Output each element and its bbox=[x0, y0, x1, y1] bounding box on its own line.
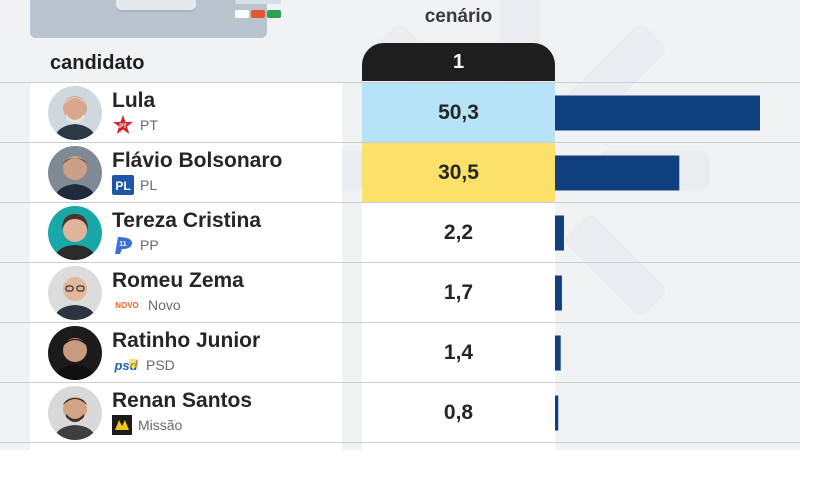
value-cell: 0,8 bbox=[362, 383, 555, 442]
table-row-partial bbox=[0, 442, 800, 450]
candidate-name: Romeu Zema bbox=[112, 269, 244, 292]
party-info: psd PSD bbox=[112, 355, 175, 375]
svg-text:NOVO: NOVO bbox=[115, 301, 139, 310]
ballot-box-illustration bbox=[30, 0, 281, 38]
party-info: 11 PP bbox=[112, 235, 159, 255]
scenario-title: cenário bbox=[424, 6, 493, 27]
bottom-margin bbox=[0, 450, 816, 480]
candidate-column-header: candidato bbox=[50, 52, 145, 74]
poll-chart-canvas: cenário candidato 1 Lula PT PT 50,3 bbox=[0, 0, 800, 450]
candidate-avatar-renan-santos bbox=[48, 386, 102, 440]
party-info: PL PL bbox=[112, 175, 157, 195]
ballot-orange-key bbox=[251, 10, 265, 18]
missao-logo-icon bbox=[112, 415, 132, 435]
party-name: Missão bbox=[138, 417, 183, 433]
table-row: Renan Santos Missão 0,8 bbox=[0, 382, 800, 442]
party-name: PP bbox=[140, 237, 159, 253]
party-info: Missão bbox=[112, 415, 182, 435]
table-row: Ratinho Junior psd PSD 1,4 bbox=[0, 322, 800, 382]
table-row: Flávio Bolsonaro PL PL 30,5 bbox=[0, 142, 800, 202]
party-name: PT bbox=[140, 117, 158, 133]
bar bbox=[555, 395, 559, 431]
ballot-screen bbox=[116, 0, 196, 12]
candidate-avatar-romeu-zema bbox=[48, 266, 102, 320]
value-cell: 1,7 bbox=[362, 263, 555, 322]
party-info: NOVO Novo bbox=[112, 295, 181, 315]
pp-logo-icon: 11 bbox=[112, 235, 134, 255]
candidate-name: Lula bbox=[112, 89, 156, 112]
scenario-number-badge: 1 bbox=[362, 43, 555, 81]
candidate-name: Tereza Cristina bbox=[112, 209, 261, 232]
pl-logo-icon: PL bbox=[112, 175, 134, 195]
table-row: Tereza Cristina 11 PP 2,2 bbox=[0, 202, 800, 262]
novo-logo-icon: NOVO bbox=[112, 295, 142, 315]
bar bbox=[555, 155, 680, 191]
candidate-avatar-ratinho-junior bbox=[48, 326, 102, 380]
table-row: Romeu Zema NOVO Novo 1,7 bbox=[0, 262, 800, 322]
bar bbox=[555, 215, 564, 251]
bar bbox=[555, 95, 760, 131]
value-cell: 50,3 bbox=[362, 83, 555, 142]
name-cell bbox=[30, 443, 342, 450]
party-name: PL bbox=[140, 177, 158, 193]
psd-logo-icon: psd bbox=[112, 355, 140, 375]
value-cell: 30,5 bbox=[362, 143, 555, 202]
party-name: Novo bbox=[148, 297, 181, 313]
svg-text:PL: PL bbox=[115, 179, 130, 193]
value-cell: 1,4 bbox=[362, 323, 555, 382]
svg-text:11: 11 bbox=[119, 241, 127, 248]
party-info: PT PT bbox=[112, 115, 158, 135]
table-row: Lula PT PT 50,3 bbox=[0, 82, 800, 142]
ballot-green-key bbox=[267, 10, 281, 18]
ballot-white-key bbox=[235, 10, 249, 18]
candidate-avatar-tereza-cristina bbox=[48, 206, 102, 260]
candidate-name: Renan Santos bbox=[112, 389, 253, 412]
bar bbox=[555, 275, 562, 311]
bar bbox=[555, 335, 561, 371]
candidate-avatar-flavio-bolsonaro bbox=[48, 146, 102, 200]
bar-chart bbox=[555, 95, 760, 431]
ballot-keypad bbox=[235, 0, 281, 4]
candidate-name: Ratinho Junior bbox=[112, 329, 261, 352]
svg-text:PT: PT bbox=[119, 124, 127, 130]
value-cell: 2,2 bbox=[362, 203, 555, 262]
candidate-avatar-lula bbox=[48, 86, 102, 140]
candidate-name: Flávio Bolsonaro bbox=[112, 149, 283, 172]
party-name: PSD bbox=[146, 357, 175, 373]
pt-star-logo-icon: PT bbox=[112, 115, 134, 135]
value-cell-empty bbox=[362, 443, 555, 450]
